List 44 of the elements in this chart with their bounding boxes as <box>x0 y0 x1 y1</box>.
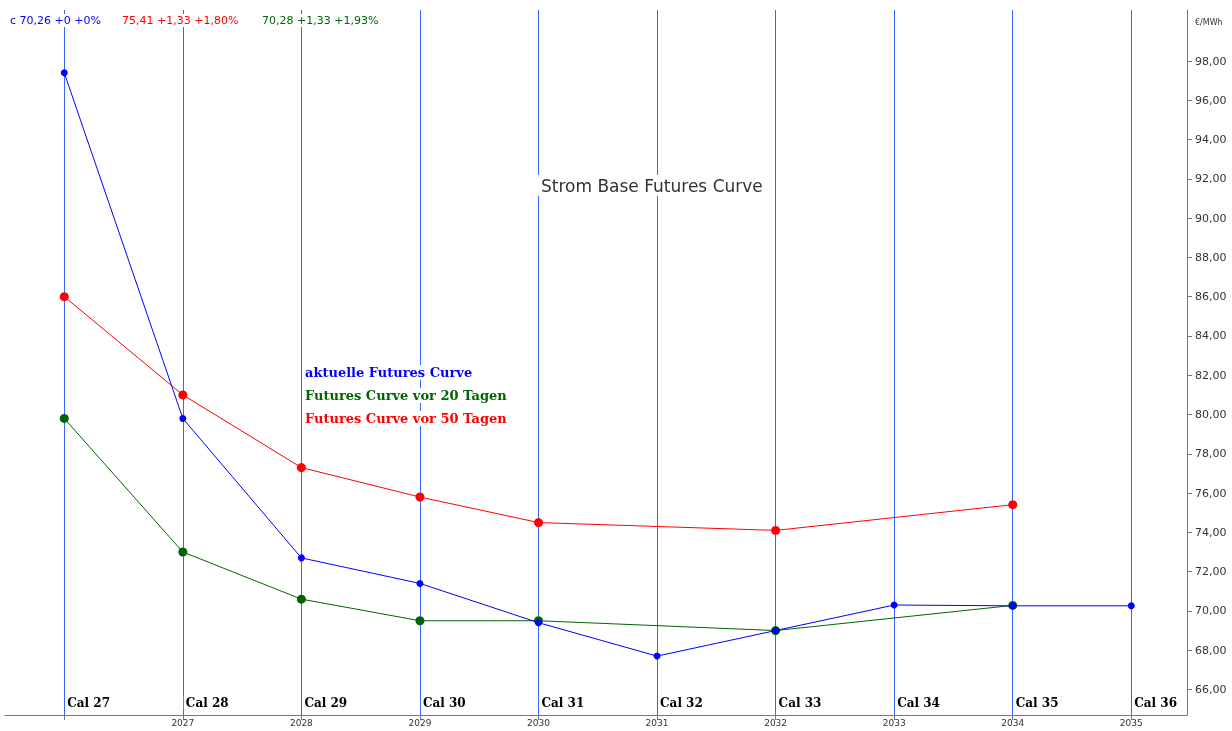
y-tick-label: 96,00 <box>1195 93 1227 107</box>
y-tick-label: 90,00 <box>1195 211 1227 225</box>
annotation: Cal 33 <box>778 696 822 710</box>
annotation: Cal 36 <box>1134 696 1178 710</box>
annotation: c 70,26 +0 +0% <box>10 14 101 27</box>
y-tick-label: 86,00 <box>1195 290 1227 304</box>
y-tick-label: 84,00 <box>1195 329 1227 343</box>
text: Futures Curve vor 20 Tagen <box>305 388 508 403</box>
x-tick-label: 2029 <box>408 717 432 728</box>
annotation: 70,28 +1,33 +1,93% <box>262 14 379 27</box>
annotation: Cal 32 <box>660 696 703 710</box>
y-tick-label: 88,00 <box>1195 250 1227 264</box>
y-tick-label: 98,00 <box>1195 54 1227 68</box>
y-tick-label: 68,00 <box>1195 643 1227 657</box>
x-tick-label: 2027 <box>171 717 195 728</box>
annotation: Cal 27 <box>67 696 111 710</box>
annotation: Cal 34 <box>897 696 940 710</box>
annotation: Cal 30 <box>422 696 466 710</box>
y-tick-label: 78,00 <box>1195 447 1227 461</box>
y-tick-label: 72,00 <box>1195 565 1227 579</box>
x-tick-label: 2032 <box>764 717 788 728</box>
x-tick-label: 2035 <box>1119 717 1143 728</box>
y-tick-label: 80,00 <box>1195 408 1227 422</box>
y-tick-label: 92,00 <box>1195 172 1227 186</box>
annotation: Cal 28 <box>185 696 229 710</box>
annotation: 75,41 +1,33 +1,80% <box>122 14 239 27</box>
annotation: Cal 35 <box>1015 696 1059 710</box>
y-tick-label: 66,00 <box>1195 682 1227 696</box>
y-axis-title: €/MWh <box>1195 17 1223 27</box>
x-tick-label: 2034 <box>1001 717 1025 728</box>
text: Futures Curve vor 50 Tagen <box>305 411 508 426</box>
y-tick-label: 76,00 <box>1195 486 1227 500</box>
x-tick-label: 2033 <box>882 717 906 728</box>
y-tick-label: 82,00 <box>1195 368 1227 382</box>
x-tick-label: 2028 <box>289 717 314 728</box>
annotation: Cal 31 <box>541 696 585 710</box>
x-tick-label: 2030 <box>527 717 551 728</box>
y-tick-label: 94,00 <box>1195 133 1227 147</box>
y-tick-label: 70,00 <box>1195 604 1227 618</box>
text: Strom Base Futures Curve <box>541 175 763 196</box>
annotation: Cal 29 <box>304 696 348 710</box>
y-tick-label: 74,00 <box>1195 525 1227 539</box>
text: aktuelle Futures Curve <box>305 365 473 380</box>
x-tick-label: 2031 <box>645 717 669 728</box>
